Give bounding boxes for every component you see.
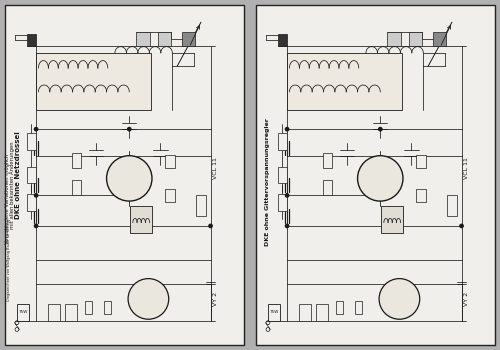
Bar (5, 5, 244, 345)
Circle shape (286, 127, 288, 131)
Bar (447, 195, 457, 216)
Bar (323, 153, 332, 168)
Bar (165, 155, 174, 168)
Bar (165, 189, 174, 202)
Bar (336, 301, 343, 314)
Circle shape (358, 156, 403, 201)
Bar (26, 34, 36, 46)
Circle shape (460, 224, 463, 228)
Text: VY 2: VY 2 (213, 292, 218, 306)
Text: mit allen bekannten Änderungen: mit allen bekannten Änderungen (10, 141, 15, 229)
Bar (323, 180, 332, 195)
Bar (355, 301, 362, 314)
Circle shape (379, 279, 420, 319)
Bar (158, 33, 171, 46)
Circle shape (34, 194, 37, 197)
Circle shape (34, 127, 37, 131)
Circle shape (378, 127, 382, 131)
Bar (72, 153, 82, 168)
Bar (65, 304, 76, 321)
Bar (26, 167, 36, 183)
Bar (26, 133, 36, 149)
Bar (316, 304, 328, 321)
Bar (85, 301, 92, 314)
Bar (256, 5, 495, 345)
Text: 75W: 75W (269, 310, 278, 315)
Circle shape (34, 224, 37, 228)
Text: 75W: 75W (18, 310, 28, 315)
Bar (278, 194, 287, 211)
Text: Umgezeichnet von Wolfgang Bauer für RM.org: Umgezeichnet von Wolfgang Bauer für RM.o… (6, 219, 10, 301)
Bar (278, 34, 287, 46)
Bar (416, 189, 426, 202)
Bar (409, 33, 422, 46)
Bar (278, 133, 287, 149)
Bar (416, 155, 426, 168)
Bar (72, 180, 82, 195)
Bar (48, 304, 60, 321)
Circle shape (286, 194, 288, 197)
Circle shape (106, 156, 152, 201)
Text: DKE ohne Netzdrossel: DKE ohne Netzdrossel (15, 131, 21, 219)
Bar (26, 194, 36, 211)
Bar (36, 53, 151, 111)
Bar (104, 301, 112, 314)
Circle shape (128, 279, 168, 319)
Bar (196, 195, 206, 216)
Bar (278, 167, 287, 183)
Text: VCL 11: VCL 11 (213, 157, 218, 179)
Bar (382, 205, 403, 233)
Bar (130, 205, 152, 233)
Text: DKE ohne Gittervorspannungsregler: DKE ohne Gittervorspannungsregler (266, 118, 270, 246)
Bar (182, 33, 195, 46)
Text: VY 2: VY 2 (464, 292, 469, 306)
Bar (136, 33, 149, 46)
Circle shape (286, 224, 288, 228)
Bar (433, 33, 446, 46)
Bar (17, 304, 29, 321)
Text: VCL 11: VCL 11 (464, 157, 469, 179)
Text: Verschiedene Variationen möglich: Verschiedene Variationen möglich (5, 154, 10, 244)
Circle shape (128, 127, 131, 131)
Bar (299, 304, 311, 321)
Bar (268, 304, 280, 321)
Circle shape (209, 224, 212, 228)
Bar (388, 33, 400, 46)
Bar (287, 53, 402, 111)
